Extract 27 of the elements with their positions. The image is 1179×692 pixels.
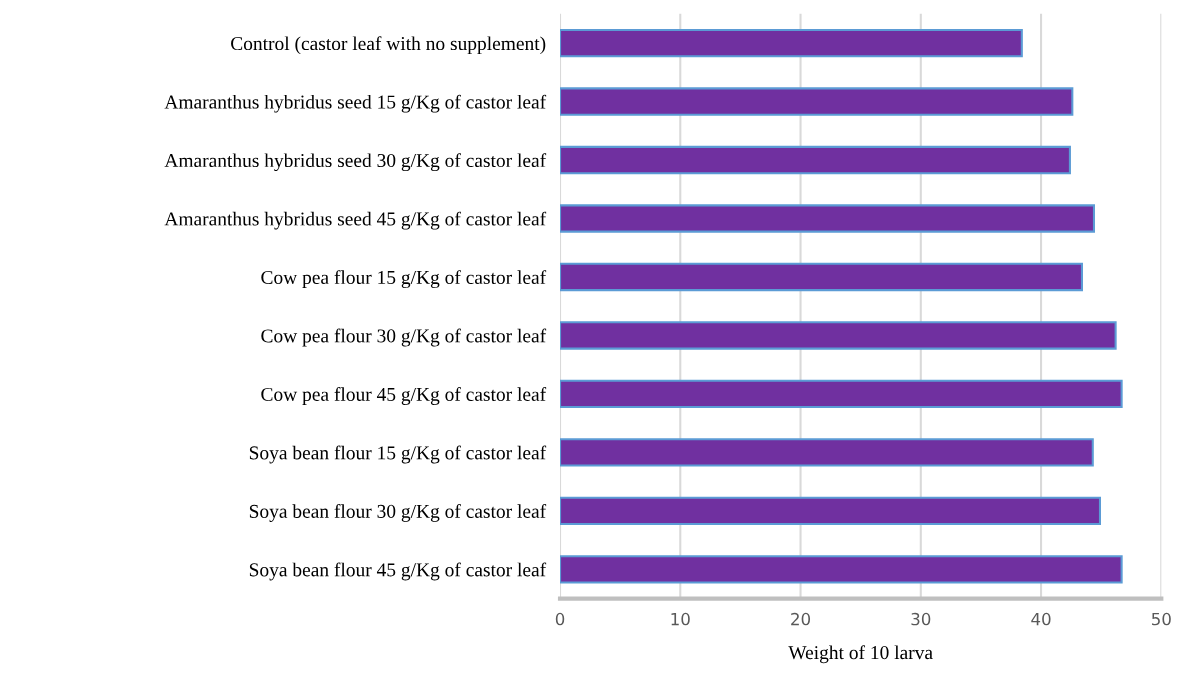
x-tick-label: 10 — [671, 612, 690, 626]
y-tick-label: Control (castor leaf with no supplement) — [231, 36, 546, 55]
bar — [560, 438, 1094, 467]
x-tick-label: 50 — [1152, 612, 1171, 626]
bar — [560, 379, 1123, 409]
y-tick-label: Soya bean flour 30 g/Kg of castor leaf — [249, 504, 547, 522]
bar — [560, 321, 1117, 350]
y-tick-label: Soya bean flour 45 g/Kg of castor leaf — [249, 562, 547, 581]
bar — [560, 555, 1123, 584]
x-tick-label: 30 — [911, 612, 931, 626]
bar — [560, 204, 1096, 233]
x-tick-label: 20 — [791, 612, 811, 626]
bar — [560, 145, 1071, 175]
y-tick-label: Cow pea flour 30 g/Kg of castor leaf — [261, 328, 547, 347]
x-axis-title: Weight of 10 larva — [788, 645, 933, 664]
bar — [560, 262, 1083, 292]
y-tick-label: Cow pea flour 45 g/Kg of castor leaf — [261, 387, 547, 405]
y-tick-label: Amaranthus hybridus seed 30 g/Kg of castor leaf — [164, 153, 547, 172]
x-tick-label: 40 — [1031, 612, 1051, 626]
y-tick-label: Cow pea flour 15 g/Kg of castor leaf — [261, 270, 547, 289]
y-tick-label: Amaranthus hybridus seed 45 g/Kg of castor leaf — [164, 211, 547, 230]
bar — [560, 496, 1102, 526]
x-tick-label: 0 — [555, 612, 565, 626]
bar — [560, 87, 1074, 116]
bar — [560, 28, 1023, 58]
y-tick-label: Soya bean flour 15 g/Kg of castor leaf — [249, 445, 547, 464]
y-tick-label: Amaranthus hybridus seed 15 g/Kg of castor leaf — [164, 94, 547, 113]
